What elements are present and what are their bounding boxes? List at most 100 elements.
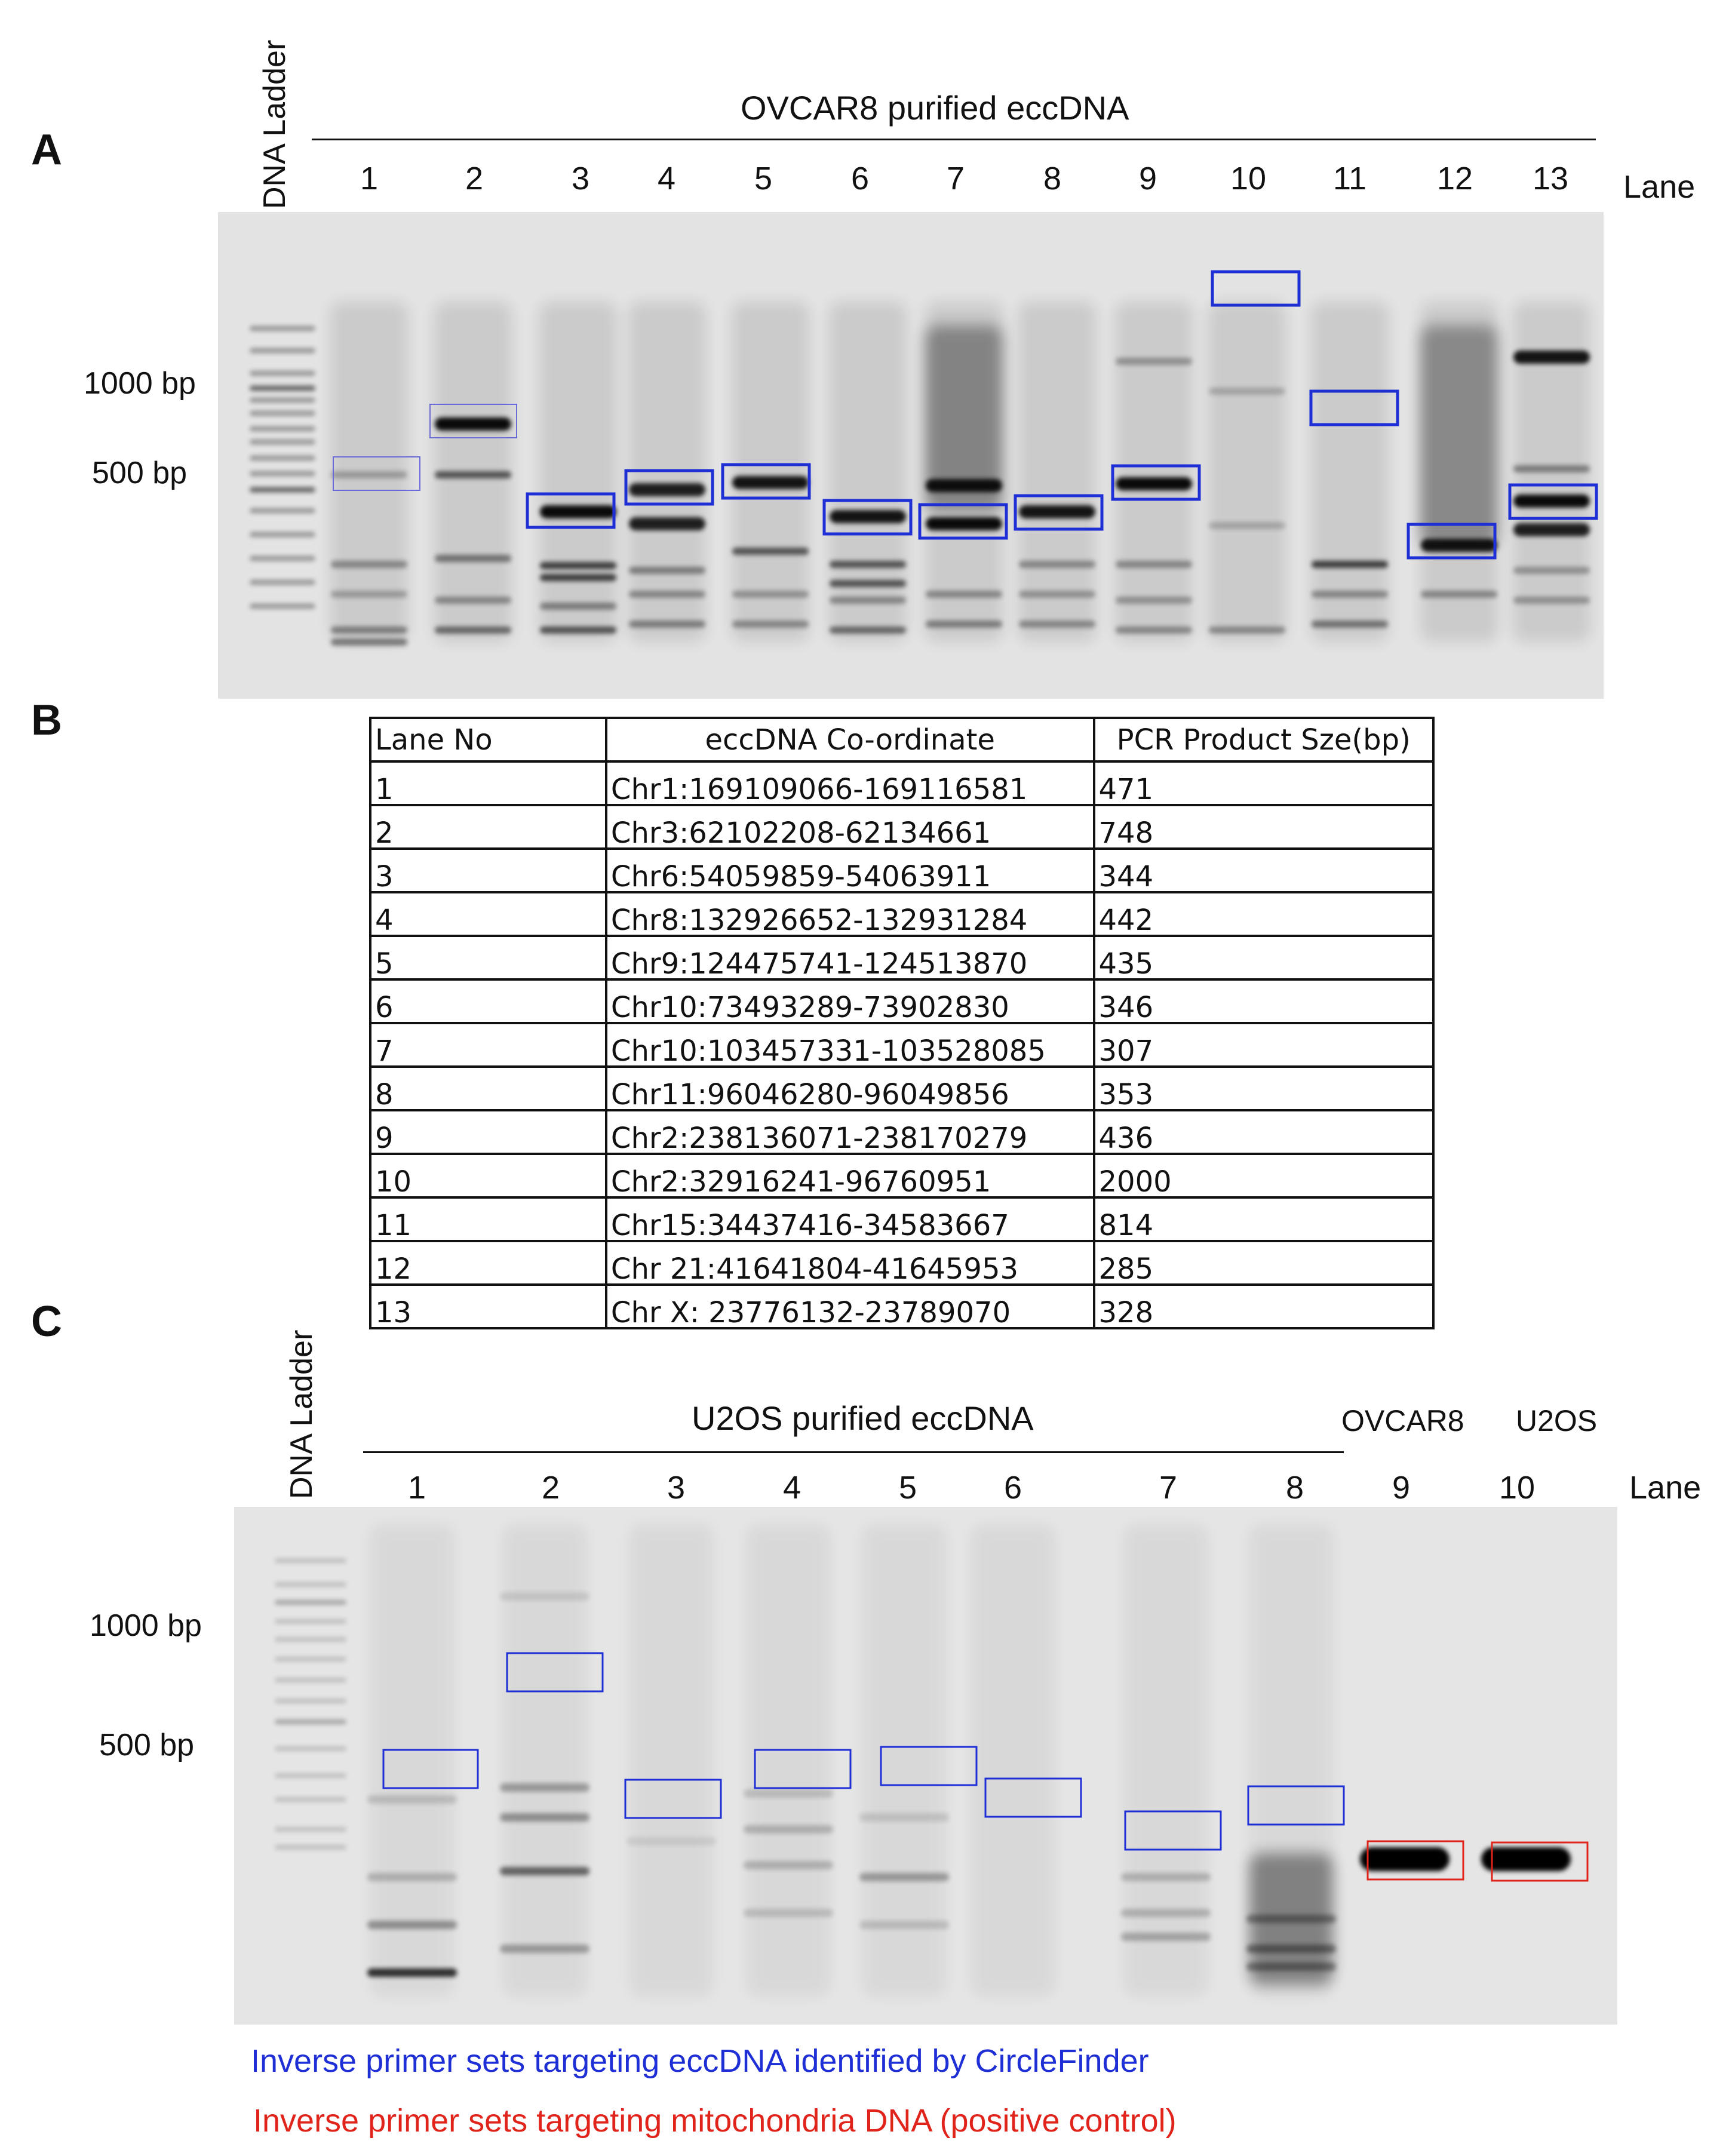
dna-band bbox=[629, 517, 705, 530]
cell-size: 814 bbox=[1092, 1196, 1435, 1242]
dna-band bbox=[732, 476, 809, 489]
ladder-band bbox=[250, 370, 315, 376]
dna-band bbox=[435, 626, 511, 634]
panel-c-gel-image bbox=[234, 1507, 1617, 2025]
dna-band bbox=[732, 621, 809, 628]
panel-a-lane-9: 9 bbox=[1138, 161, 1157, 196]
cell-lane: 4 bbox=[369, 891, 607, 937]
lane-smear bbox=[1208, 302, 1286, 642]
ladder-band bbox=[250, 487, 315, 493]
ladder-band bbox=[275, 1827, 346, 1832]
header-lane-no: Lane No bbox=[369, 717, 607, 763]
header-coordinate: eccDNA Co-ordinate bbox=[604, 717, 1095, 763]
eccdna-highlight-box bbox=[624, 1779, 722, 1819]
ladder-band bbox=[250, 455, 315, 461]
panel-a-lane-4: 4 bbox=[657, 161, 676, 196]
eccdna-highlight-box bbox=[506, 1652, 604, 1693]
dna-band bbox=[1513, 465, 1590, 472]
header-product-size: PCR Product Sze(bp) bbox=[1092, 717, 1435, 763]
panel-c-letter: C bbox=[31, 1298, 62, 1346]
cell-coordinate: Chr 21:41641804-41645953 bbox=[604, 1240, 1095, 1286]
dna-band bbox=[830, 561, 906, 568]
dna-band bbox=[1209, 388, 1285, 395]
dna-band bbox=[1116, 477, 1192, 490]
panel-a-lane-3: 3 bbox=[571, 161, 590, 196]
eccdna-highlight-box bbox=[624, 469, 714, 506]
ladder-band bbox=[275, 1558, 346, 1563]
gel-a-background bbox=[218, 212, 1604, 699]
panel-a-lane-13: 13 bbox=[1532, 161, 1569, 196]
panel-c-lane-8: 8 bbox=[1285, 1470, 1304, 1506]
eccdna-highlight-box bbox=[880, 1746, 978, 1786]
dna-band bbox=[1121, 1933, 1211, 1941]
dna-band bbox=[1019, 505, 1095, 518]
dna-band bbox=[1312, 561, 1388, 568]
cell-coordinate: Chr X: 23776132-23789070 bbox=[604, 1283, 1095, 1329]
lane-smear bbox=[629, 1525, 713, 1997]
ladder-band bbox=[250, 579, 315, 585]
panel-c-lane-10: 10 bbox=[1498, 1470, 1536, 1506]
panel-c-lane-3: 3 bbox=[667, 1470, 686, 1506]
panel-a-lane-11: 11 bbox=[1332, 161, 1367, 196]
cell-size: 2000 bbox=[1092, 1153, 1435, 1199]
ladder-band bbox=[250, 397, 315, 403]
dna-band bbox=[830, 626, 906, 634]
ladder-band bbox=[275, 1678, 346, 1682]
dna-band bbox=[331, 471, 407, 478]
lane-smear bbox=[971, 1525, 1055, 1997]
eccdna-highlight-box bbox=[429, 404, 517, 438]
cell-size: 435 bbox=[1092, 935, 1435, 981]
dna-band bbox=[926, 621, 1002, 628]
cell-coordinate: Chr3:62102208-62134661 bbox=[604, 804, 1095, 850]
dna-band bbox=[1209, 626, 1285, 634]
dna-band bbox=[540, 562, 616, 569]
cell-lane: 8 bbox=[369, 1065, 607, 1111]
eccdna-highlight-box bbox=[526, 492, 616, 529]
eccdna-highlight-box bbox=[333, 456, 420, 491]
lane-smear-dark bbox=[925, 325, 1003, 511]
panel-a-letter: A bbox=[31, 126, 62, 174]
dna-band bbox=[500, 1867, 589, 1875]
cell-coordinate: Chr8:132926652-132931284 bbox=[604, 891, 1095, 937]
cell-lane: 9 bbox=[369, 1109, 607, 1155]
dna-band bbox=[629, 591, 705, 598]
lane-smear bbox=[539, 302, 617, 642]
table-row: 10 Chr2:32916241-96760951 2000 bbox=[369, 1153, 1435, 1199]
dna-band bbox=[1481, 1847, 1571, 1871]
ladder-band bbox=[250, 325, 315, 331]
dna-band bbox=[744, 1825, 833, 1833]
ladder-band bbox=[275, 1699, 346, 1703]
cell-lane: 10 bbox=[369, 1153, 607, 1199]
dna-band bbox=[1513, 567, 1590, 574]
dna-band bbox=[1513, 351, 1590, 364]
panel-b-letter: B bbox=[31, 696, 62, 744]
dna-band bbox=[830, 510, 906, 523]
eccdna-highlight-box bbox=[1111, 464, 1201, 501]
dna-band bbox=[435, 471, 511, 478]
ladder-band bbox=[250, 348, 315, 354]
ladder-band bbox=[250, 439, 315, 445]
ladder-band bbox=[250, 426, 315, 432]
panel-a-lane-8: 8 bbox=[1043, 161, 1062, 196]
dna-band bbox=[1116, 561, 1192, 568]
dna-band bbox=[500, 1783, 589, 1792]
panel-a-gel-svg bbox=[218, 212, 1604, 699]
eccdna-highlight-box bbox=[382, 1749, 479, 1789]
panel-a-lane-1: 1 bbox=[360, 161, 379, 196]
dna-band bbox=[1246, 1945, 1336, 1953]
panel-c-title-rule bbox=[363, 1451, 1344, 1453]
eccdna-highlight-box bbox=[721, 463, 811, 500]
table-row: 12 Chr 21:41641804-41645953 285 bbox=[369, 1240, 1435, 1286]
dna-band bbox=[926, 517, 1002, 530]
cell-size: 471 bbox=[1092, 760, 1435, 806]
cell-lane: 2 bbox=[369, 804, 607, 850]
ladder-band bbox=[275, 1719, 346, 1724]
dna-band bbox=[540, 574, 616, 581]
dna-band bbox=[331, 561, 407, 568]
ladder-band bbox=[275, 1600, 346, 1605]
ladder-band bbox=[275, 1773, 346, 1778]
panel-a-lane-word: Lane bbox=[1623, 169, 1696, 205]
table-row: 8 Chr11:96046280-96049856 353 bbox=[369, 1065, 1435, 1111]
panel-a-lane-2: 2 bbox=[465, 161, 484, 196]
cell-coordinate: Chr11:96046280-96049856 bbox=[604, 1065, 1095, 1111]
